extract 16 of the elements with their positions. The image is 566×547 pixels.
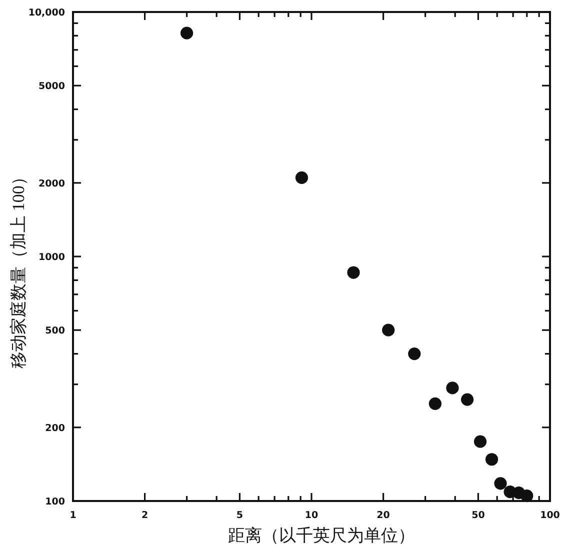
y-tick-label: 2000 xyxy=(38,178,66,190)
x-tick-label: 2 xyxy=(141,510,148,521)
y-tick-label: 1000 xyxy=(38,252,66,263)
y-tick-label: 200 xyxy=(45,422,66,434)
x-tick-label: 100 xyxy=(540,510,560,521)
x-tick-label: 10 xyxy=(304,510,318,521)
xlabel: 距离（以千英尺为单位） xyxy=(228,526,415,545)
y-tick-label: 5000 xyxy=(38,81,66,92)
x-tick-label: 1 xyxy=(70,510,76,521)
y-tick-label: 100 xyxy=(45,496,66,508)
ylabel: 移动家庭数量（加上 100） xyxy=(9,168,28,368)
y-tick-label: 10,000 xyxy=(28,8,66,18)
x-tick-label: 5 xyxy=(236,510,244,521)
x-tick-label: 50 xyxy=(472,510,486,521)
x-tick-label: 20 xyxy=(376,510,390,521)
y-tick-label: 500 xyxy=(45,326,66,337)
